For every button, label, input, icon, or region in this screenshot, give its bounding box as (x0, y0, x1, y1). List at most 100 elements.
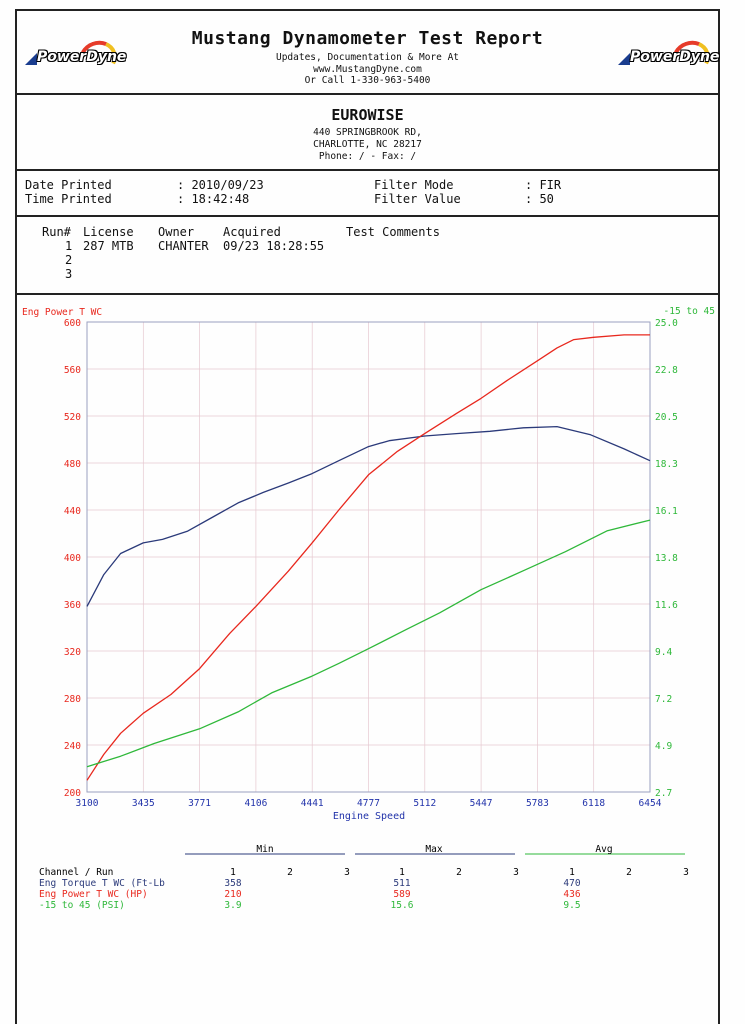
stats-max-header: Max (425, 844, 442, 855)
filter-value-value: : 50 (525, 192, 554, 206)
left-tick-label: 360 (64, 600, 81, 611)
right-tick-label: 16.1 (655, 506, 678, 517)
run-number: 3 (65, 267, 73, 281)
runs-header-acquired: Acquired (223, 225, 281, 239)
channel-name: Eng Torque T WC (Ft-Lb (39, 878, 165, 889)
x-tick-label: 6118 (582, 798, 605, 809)
report-subtitle-2: www.MustangDyne.com (313, 64, 422, 75)
channel-max: 511 (393, 878, 410, 889)
channel-avg: 9.5 (563, 900, 580, 911)
time-value: : 18:42:48 (177, 192, 250, 206)
report-subtitle-1: Updates, Documentation & More At (275, 52, 460, 63)
x-axis-ticks: 3100 3435 3771 4106 4441 4777 5112 5447 5783 6118… (76, 798, 662, 809)
report-header: PowerDyne Mustang Dynamometer Test Repor… (17, 11, 719, 95)
runs-header-run: Run# (42, 225, 71, 239)
plot-frame (86, 321, 651, 793)
series-line (86, 519, 651, 768)
channel-run-header: Channel / Run (39, 867, 113, 878)
left-axis-ticks: 200 240 280 320 360 400 440 480 520 560 600 (64, 318, 81, 799)
right-tick-label: 13.8 (655, 553, 678, 564)
channel-min: 3.9 (224, 900, 241, 911)
runs-header-license: License (83, 225, 134, 239)
x-axis-label: Engine Speed (333, 811, 405, 822)
run-number: 2 (65, 253, 73, 267)
right-axis-ticks: 2.7 4.9 7.2 9.4 11.6 13.8 16.1 18.3 20.5 22.8 25.0 (655, 318, 678, 799)
right-tick-label: 22.8 (655, 365, 678, 376)
shop-address-2: CHARLOTTE, NC 28217 (313, 139, 422, 150)
stats-rows: Eng Torque T WC (Ft-Lb 358 511 470 Eng Power… (39, 878, 581, 911)
run-owner: CHANTER (158, 239, 209, 253)
run-column-header: 1 (230, 867, 236, 878)
run-column-header: 2 (626, 867, 632, 878)
shop-name: EUROWISE (331, 106, 404, 124)
shop-address-1: 440 SPRINGBROOK RD, (313, 127, 422, 138)
runs-header-comments: Test Comments (346, 225, 440, 239)
channel-avg: 470 (563, 878, 580, 889)
x-tick-label: 5783 (526, 798, 549, 809)
date-label: Date Printed (25, 178, 112, 192)
x-tick-label: 4106 (244, 798, 267, 809)
powerdyne-logo-right: PowerDyne (618, 35, 719, 81)
left-tick-label: 280 (64, 694, 81, 705)
channel-min: 358 (224, 878, 241, 889)
run-column-header: 1 (569, 867, 575, 878)
run-column-header: 3 (344, 867, 350, 878)
report-subtitle-3: Or Call 1-330-963-5400 (304, 75, 431, 86)
left-tick-label: 560 (64, 365, 81, 376)
stats-avg-header: Avg (595, 844, 612, 855)
left-tick-label: 480 (64, 459, 81, 470)
left-tick-label: 240 (64, 741, 81, 752)
run-license: 287 MTB (83, 239, 134, 253)
channel-name: -15 to 45 (PSI) (39, 900, 125, 911)
run-acquired: 09/23 18:28:55 (223, 239, 325, 253)
date-value: : 2010/09/23 (177, 178, 264, 192)
right-tick-label: 25.0 (655, 318, 678, 329)
print-info: Date Printed : 2010/09/23 Time Printed :… (17, 171, 718, 217)
filter-mode-value: : FIR (525, 178, 562, 192)
x-tick-label: 6454 (639, 798, 662, 809)
x-tick-label: 5112 (413, 798, 436, 809)
run-column-header: 1 (399, 867, 405, 878)
x-tick-label: 3771 (188, 798, 211, 809)
stats-min-header: Min (256, 844, 273, 855)
x-tick-label: 4777 (357, 798, 380, 809)
left-tick-label: 320 (64, 647, 81, 658)
left-tick-label: 520 (64, 412, 81, 423)
right-tick-label: 7.2 (655, 694, 672, 705)
x-tick-label: 5447 (470, 798, 493, 809)
right-tick-label: 2.7 (655, 788, 672, 799)
run-column-header: 2 (287, 867, 293, 878)
shop-info: EUROWISE 440 SPRINGBROOK RD, CHARLOTTE, … (17, 95, 718, 171)
channel-min: 210 (224, 889, 241, 900)
channel-avg: 436 (563, 889, 580, 900)
run-column-header: 3 (513, 867, 519, 878)
right-tick-label: 11.6 (655, 600, 678, 611)
right-axis-label: -15 to 45 (664, 306, 715, 317)
right-tick-label: 20.5 (655, 412, 678, 423)
powerdyne-logo-left: PowerDyne (25, 35, 126, 81)
run-number: 1 (65, 239, 73, 253)
run-column-header: 3 (683, 867, 689, 878)
series-line (86, 425, 651, 607)
series-line (86, 334, 650, 781)
left-tick-label: 600 (64, 318, 81, 329)
x-tick-label: 3100 (76, 798, 99, 809)
x-tick-label: 4441 (301, 798, 324, 809)
x-tick-label: 3435 (132, 798, 155, 809)
run-column-header: 2 (456, 867, 462, 878)
filter-mode-label: Filter Mode (374, 178, 454, 192)
chart-series (86, 334, 651, 781)
time-label: Time Printed (25, 192, 112, 206)
runs-table: Run# License Owner Acquired Test Comment… (17, 217, 718, 295)
right-tick-label: 18.3 (655, 459, 678, 470)
channel-max: 15.6 (391, 900, 414, 911)
runs-header-owner: Owner (158, 225, 195, 239)
right-tick-label: 4.9 (655, 741, 672, 752)
shop-phone: Phone: / - Fax: / (318, 151, 417, 162)
channel-name: Eng Power T WC (HP) (39, 889, 148, 900)
report-sheet: PowerDyne Mustang Dynamometer Test Repor… (15, 9, 720, 1024)
left-axis-label: Eng Power T WC (22, 307, 102, 318)
stats-run-columns: 1 2 3 1 2 3 1 2 3 (230, 867, 689, 878)
chart-grid (86, 321, 651, 793)
